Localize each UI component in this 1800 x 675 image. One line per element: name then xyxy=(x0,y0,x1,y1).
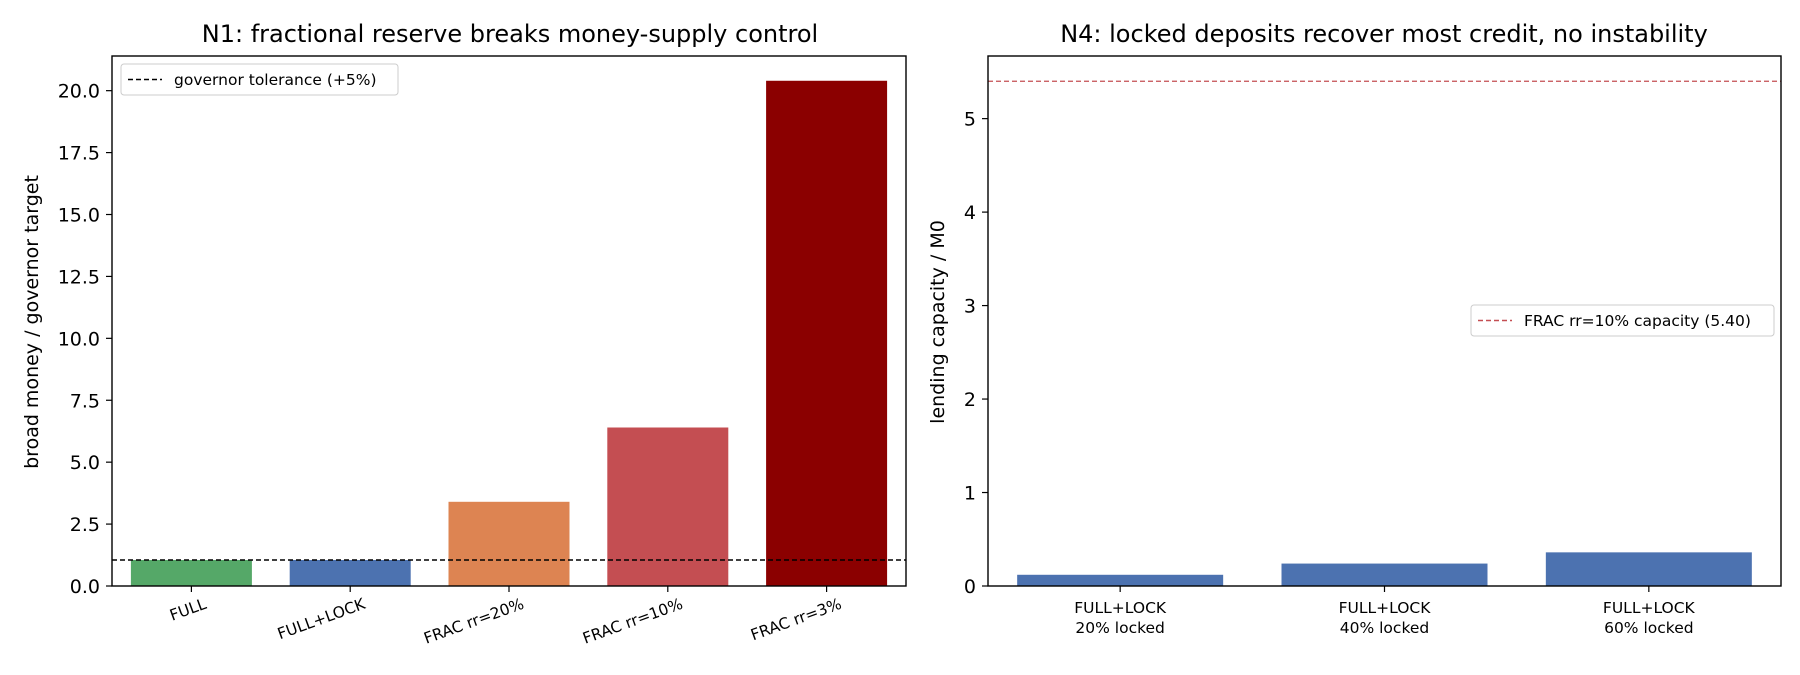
chart-n4-y-tick-label-4: 3 xyxy=(964,296,976,318)
chart-n4-panel: N4: locked deposits recover most credit,… xyxy=(927,20,1782,637)
chart-n4-x-tick-label-2: FULL+LOCK 40% locked xyxy=(1339,599,1432,637)
chart-n4-title: N4: locked deposits recover most credit,… xyxy=(1060,20,1708,48)
chart-n1-bar-2 xyxy=(289,559,411,586)
chart-n1-x-tick-label-5: FRAC rr=3% xyxy=(748,595,844,644)
chart-n1-y-tick-label-9: 20.0 xyxy=(58,81,100,103)
chart-n1-y-tick-label-5: 10.0 xyxy=(58,328,100,350)
chart-n4-legend-box xyxy=(1470,304,1775,337)
chart-n1-legend-label: governor tolerance (+5%) xyxy=(174,71,377,89)
chart-n4-x-ticks: FULL+LOCK 20% locked FULL+LOCK 40% locked FU… xyxy=(1074,586,1696,637)
chart-n1-plot-frame xyxy=(111,55,907,587)
chart-n4-bar-3 xyxy=(1545,552,1752,586)
chart-n4-y-tick-label-1: 0 xyxy=(964,576,976,598)
chart-n1-bar-3 xyxy=(448,501,570,586)
chart-n1-y-ticks: 0.0 2.5 5.0 7.5 10.0 12.5 15.0 17.5 20.0 xyxy=(58,81,112,598)
chart-n1-y-tick-label-8: 17.5 xyxy=(58,143,100,165)
chart-n1-y-axis-label: broad money / governor target xyxy=(21,175,43,469)
chart-n1-y-tick-label-6: 12.5 xyxy=(58,266,100,288)
chart-n4-legend-label: FRAC rr=10% capacity (5.40) xyxy=(1524,312,1751,330)
chart-n4-bar-2 xyxy=(1281,563,1488,586)
chart-n4-y-ticks: 0 1 2 3 4 5 xyxy=(964,109,988,598)
chart-n1-y-tick-label-7: 15.0 xyxy=(58,205,100,227)
chart-n4-plot-frame xyxy=(987,55,1782,587)
chart-n4-y-tick-label-2: 1 xyxy=(964,483,976,505)
chart-n1-title: N1: fractional reserve breaks money-supp… xyxy=(202,20,818,48)
chart-n1-x-tick-label-4: FRAC rr=10% xyxy=(580,595,685,648)
chart-n4-bars xyxy=(1017,552,1752,586)
chart-n4-y-tick-label-6: 5 xyxy=(964,109,976,131)
chart-n1-x-tick-label-1: FULL xyxy=(167,595,209,625)
chart-n1-y-tick-label-1: 0.0 xyxy=(70,576,100,598)
chart-n4-y-axis-label: lending capacity / M0 xyxy=(927,220,949,424)
chart-n1-legend: governor tolerance (+5%) xyxy=(120,63,399,96)
chart-n4-legend: FRAC rr=10% capacity (5.40) xyxy=(1470,304,1775,337)
chart-n1-bar-1 xyxy=(130,559,252,586)
chart-n1-legend-box xyxy=(120,63,399,96)
chart-n1-bar-4 xyxy=(607,427,729,586)
chart-n1-x-tick-label-3: FRAC rr=20% xyxy=(421,595,526,648)
chart-n4-x-tick-label-3: FULL+LOCK 60% locked xyxy=(1603,599,1696,637)
chart-n4-x-tick-label-1: FULL+LOCK 20% locked xyxy=(1074,599,1167,637)
chart-n1-y-tick-label-4: 7.5 xyxy=(70,390,100,412)
chart-n1-y-tick-label-2: 2.5 xyxy=(70,514,100,536)
chart-n1-bars xyxy=(130,80,888,586)
chart-n1-panel: N1: fractional reserve breaks money-supp… xyxy=(21,20,907,648)
chart-n4-bar-1 xyxy=(1017,574,1224,586)
chart-n4-y-tick-label-3: 2 xyxy=(964,389,976,411)
chart-n4-y-tick-label-5: 4 xyxy=(964,202,976,224)
chart-n1-x-tick-label-2: FULL+LOCK xyxy=(275,595,368,644)
chart-n1-bar-5 xyxy=(766,80,888,586)
chart-n1-y-tick-label-3: 5.0 xyxy=(70,452,100,474)
chart-n1-x-ticks: FULL FULL+LOCK FRAC rr=20% FRAC rr=10% FRAC … xyxy=(167,586,844,648)
